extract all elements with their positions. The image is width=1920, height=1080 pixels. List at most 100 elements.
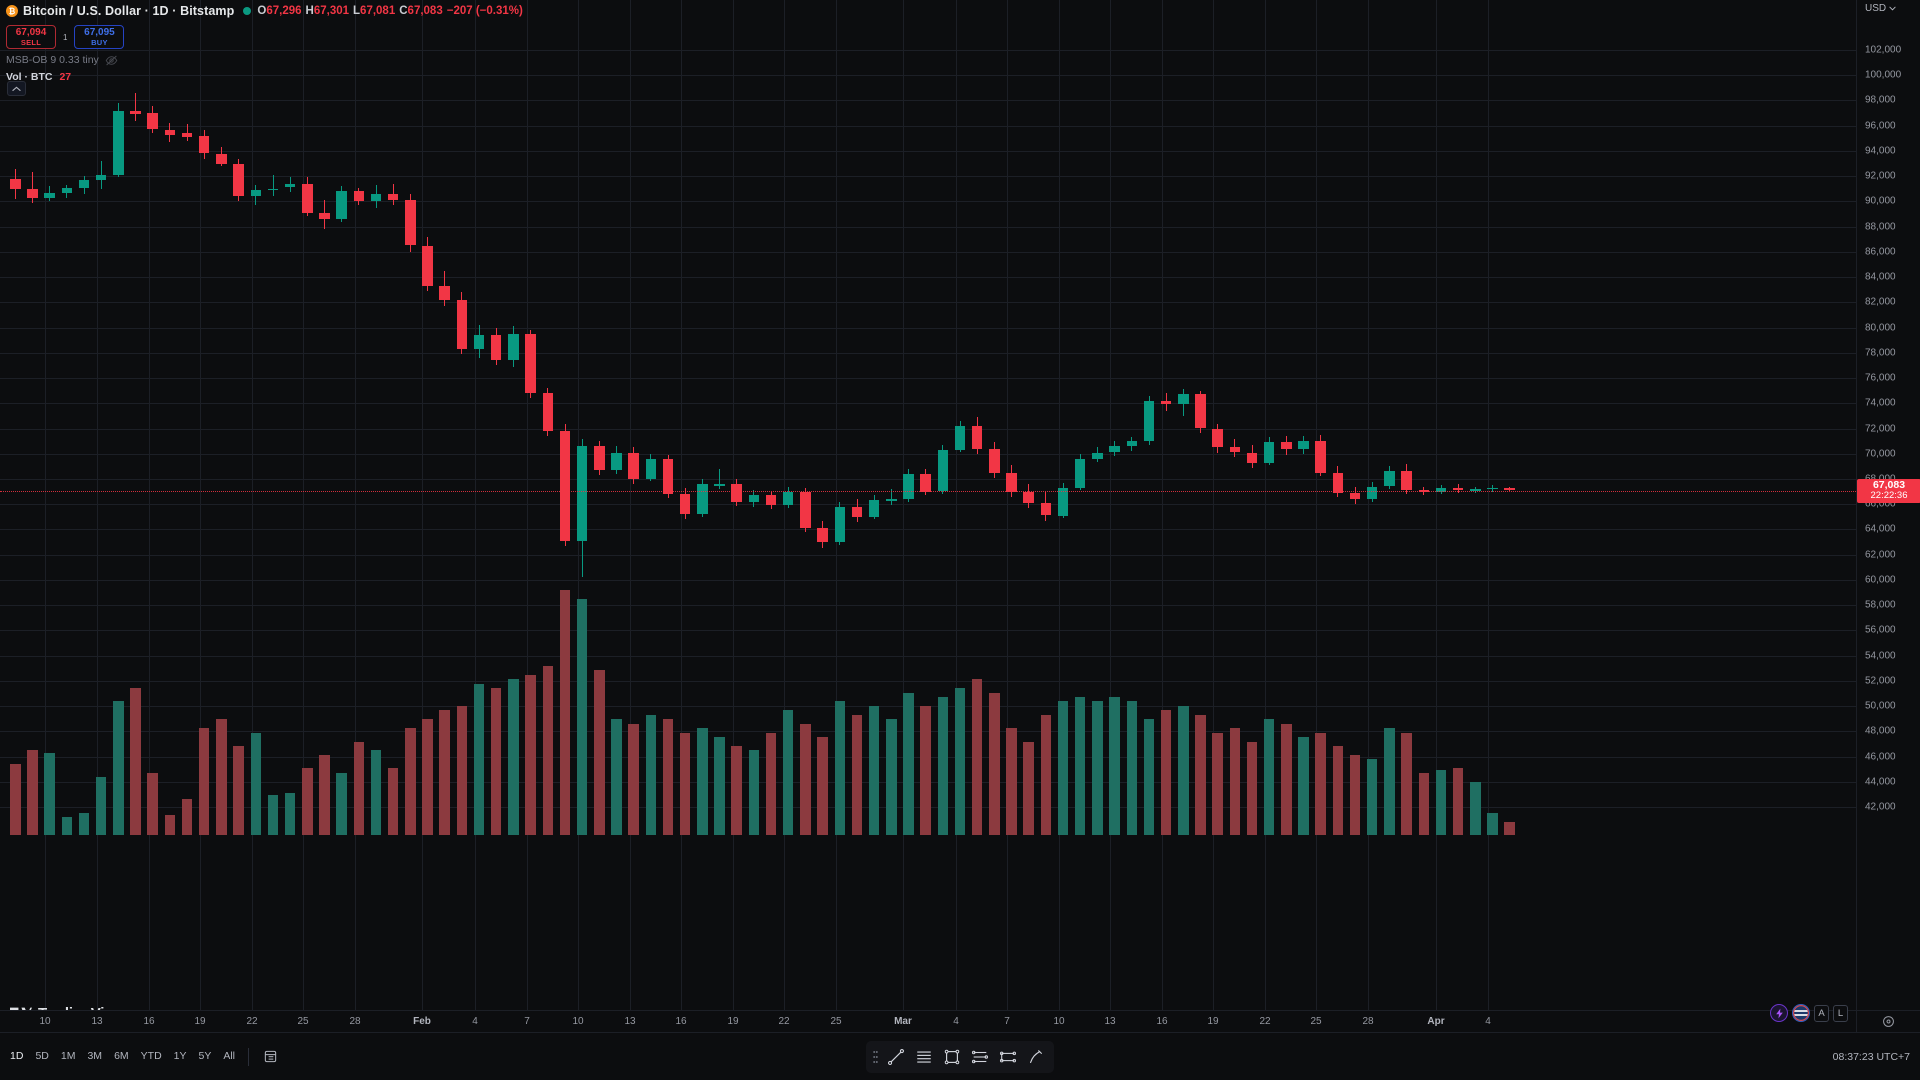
sell-button[interactable]: 67,094 SELL (6, 25, 56, 49)
replay-icon[interactable] (1792, 1004, 1810, 1022)
eye-off-icon[interactable] (105, 55, 118, 66)
pattern-icon[interactable] (995, 1044, 1021, 1070)
range-tab-ytd[interactable]: YTD (140, 1050, 162, 1063)
volume-bar (525, 674, 536, 835)
price-tick-label: 96,000 (1865, 120, 1896, 132)
candle-body (697, 484, 708, 515)
price-tick-label: 46,000 (1865, 751, 1896, 763)
candle-body (714, 484, 725, 486)
currency-selector[interactable]: USD (1865, 3, 1896, 14)
indicator-row-msb-ob[interactable]: MSB-OB 9 0.33 tiny (6, 53, 523, 67)
candle-body (164, 129, 176, 135)
volume-bar (817, 737, 828, 835)
current-price-badge[interactable]: 67,083 22:22:36 (1857, 478, 1920, 503)
price-tick-label: 48,000 (1865, 725, 1896, 737)
time-tick-label: 4 (1485, 1016, 1491, 1027)
price-tick-label: 54,000 (1865, 650, 1896, 662)
candle-body (782, 491, 794, 506)
price-tick-label: 86,000 (1865, 246, 1896, 258)
range-tab-1m[interactable]: 1M (60, 1050, 76, 1063)
candle-body (765, 495, 777, 506)
volume-bar (1401, 732, 1412, 835)
market-status-dot (243, 7, 252, 15)
symbol-header[interactable]: ₿ Bitcoin / U.S. Dollar · 1D · Bitstamp … (6, 2, 523, 20)
clock-label: 08:37:23 UTC+7 (1832, 1050, 1910, 1063)
range-tab-6m[interactable]: 6M (114, 1050, 129, 1063)
price-tick-label: 94,000 (1865, 145, 1896, 157)
pitchfork-icon[interactable] (967, 1044, 993, 1070)
time-tick-label: 22 (246, 1016, 258, 1027)
chart-float-controls: A L (1770, 1004, 1848, 1022)
volume-bar (44, 752, 55, 835)
range-tab-3m[interactable]: 3M (87, 1050, 103, 1063)
range-tab-5d[interactable]: 5D (35, 1050, 49, 1063)
close-key: C (399, 5, 408, 17)
price-tick-label: 50,000 (1865, 700, 1896, 712)
time-axis[interactable]: 10 13 16 19 22 25 28 Feb 4 7 10 13 16 19 22 25 Mar 4 7 10 13… (0, 1010, 1856, 1032)
reset-scale-button[interactable] (1856, 1010, 1920, 1032)
candle-body (250, 190, 262, 197)
rectangle-icon[interactable] (939, 1044, 965, 1070)
candle-body (1487, 487, 1498, 490)
time-tick-label: Feb (413, 1016, 431, 1027)
buy-price: 67,095 (84, 26, 115, 38)
candle-body (95, 174, 107, 180)
price-tick-label: 78,000 (1865, 347, 1896, 359)
gridline-vertical (956, 0, 957, 1032)
symbol-title[interactable]: Bitcoin / U.S. Dollar · 1D · Bitstamp (23, 4, 235, 18)
horizontal-lines-icon[interactable] (911, 1044, 937, 1070)
price-tick-label: 92,000 (1865, 170, 1896, 182)
gridline-horizontal (0, 302, 1856, 304)
auto-scale-button[interactable]: A (1814, 1004, 1829, 1022)
candle-body (405, 200, 416, 246)
candle-body (1349, 492, 1361, 500)
sell-label: SELL (20, 37, 42, 47)
candle-body (1470, 489, 1481, 491)
candle-body (1143, 400, 1155, 442)
candle-body (679, 494, 691, 515)
gridline-horizontal (0, 327, 1856, 329)
volume-bar (370, 750, 382, 835)
volume-legend[interactable]: Vol · BTC 27 (6, 70, 523, 84)
price-tick-label: 42,000 (1865, 801, 1896, 813)
candle-body (370, 193, 382, 202)
range-tab-1y[interactable]: 1Y (173, 1050, 187, 1063)
volume-bar (250, 732, 262, 835)
volume-bar (181, 799, 193, 835)
candle-body (456, 299, 468, 349)
chart-canvas[interactable] (0, 0, 1856, 1032)
volume-bar (1298, 737, 1309, 835)
range-tab-all[interactable]: All (223, 1050, 236, 1063)
price-axis[interactable]: USD 102,000 100,000 98,000 96,000 94,000 92,0… (1856, 0, 1920, 1032)
time-tick-label: 19 (194, 1016, 206, 1027)
trend-line-icon[interactable] (883, 1044, 909, 1070)
range-tab-1d[interactable]: 1D (10, 1050, 24, 1063)
last-price-line (0, 490, 1856, 492)
volume-bar (559, 590, 571, 835)
collapse-pane-button[interactable] (7, 81, 26, 96)
volume-bar (353, 741, 365, 835)
candle-body (645, 458, 657, 479)
lightning-icon[interactable] (1770, 1004, 1788, 1022)
candle-body (1092, 452, 1103, 459)
volume-bar (456, 705, 468, 835)
order-panel: 67,094 SELL 1 67,095 BUY (6, 25, 523, 49)
log-scale-label: L (1837, 1007, 1844, 1019)
order-quantity[interactable]: 1 (63, 32, 68, 42)
log-scale-button[interactable]: L (1833, 1004, 1848, 1022)
drag-handle-icon[interactable] (871, 1048, 879, 1066)
session-settings-button[interactable] (257, 1044, 283, 1070)
volume-bar (679, 732, 691, 835)
volume-bar (748, 750, 760, 835)
gridline-vertical (422, 0, 423, 1032)
volume-label: Vol · BTC (6, 71, 53, 83)
brush-icon[interactable] (1023, 1044, 1049, 1070)
range-tab-5y[interactable]: 5Y (198, 1050, 212, 1063)
candle-body (422, 245, 433, 286)
candle-body (611, 452, 622, 471)
gridline-vertical (1059, 0, 1060, 1032)
candle-body (903, 473, 914, 500)
gridline-horizontal (0, 655, 1856, 657)
buy-button[interactable]: 67,095 BUY (74, 25, 125, 49)
time-tick-label: 22 (1259, 1016, 1271, 1027)
